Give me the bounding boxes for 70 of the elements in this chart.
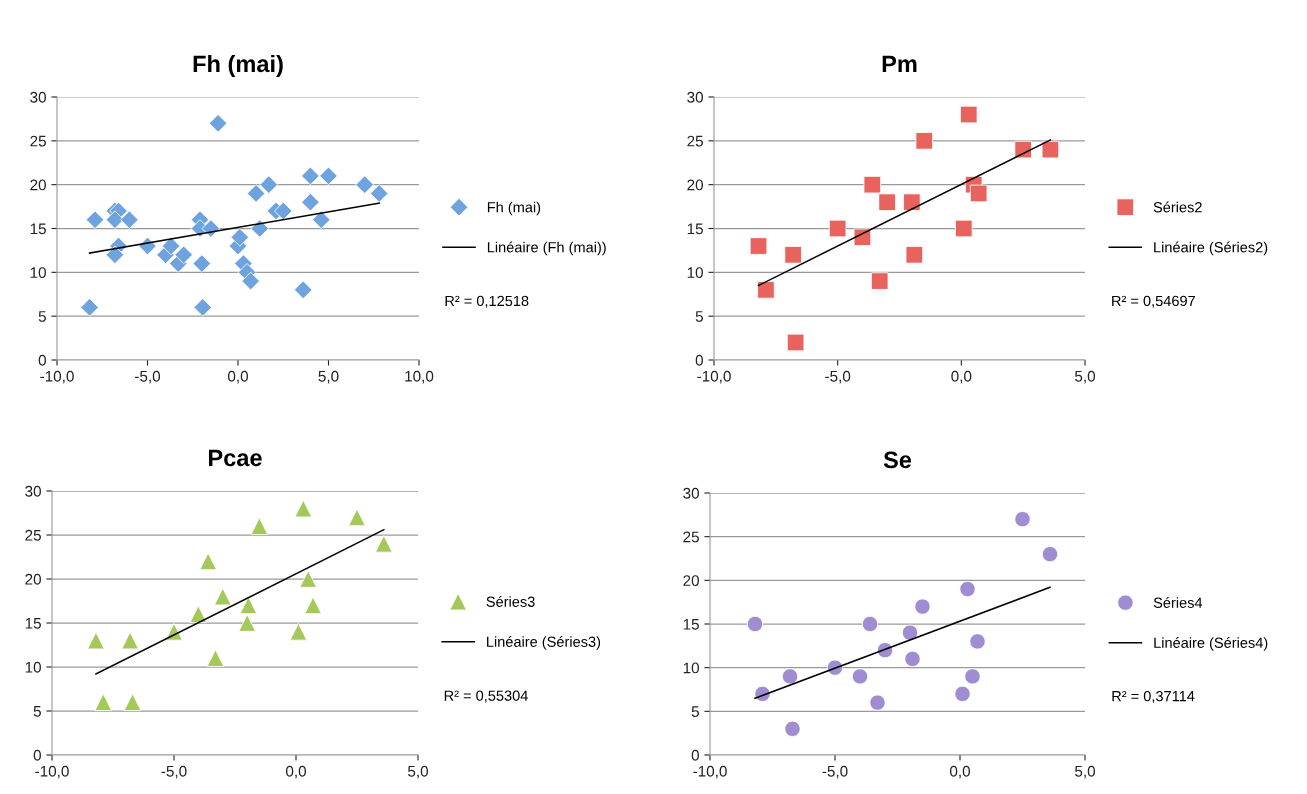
- x-tick-label: -5,0: [161, 765, 187, 779]
- chart-title: Fh (mai): [193, 54, 283, 77]
- y-tick-label: 25: [30, 135, 46, 147]
- text: R² = 0,55304: [444, 690, 528, 703]
- text: R² = 0,12518: [445, 295, 529, 308]
- y-tick-label: 20: [30, 179, 46, 191]
- text: R² = 0,37114: [1112, 690, 1195, 703]
- text: R² = 0,54697: [1112, 295, 1195, 308]
- y-tick-label: 25: [683, 531, 699, 543]
- x-tick-label: -10,0: [697, 370, 731, 384]
- x-tick-label: 5,0: [1074, 765, 1096, 779]
- y-tick-label: 25: [25, 529, 41, 541]
- y-tick-label: 0: [691, 749, 699, 761]
- y-tick-label: 30: [30, 91, 46, 103]
- point: [914, 598, 931, 615]
- x-tick-label: 0,0: [227, 370, 249, 384]
- chart-title: Pcae: [209, 449, 262, 467]
- x-tick-label: -5,0: [825, 370, 851, 384]
- y-tick-label: 20: [687, 179, 703, 191]
- x-tick-label: 5,0: [318, 370, 339, 384]
- y-tick-label: 25: [687, 135, 703, 147]
- y-tick-label: 15: [687, 223, 703, 235]
- point: [786, 333, 805, 352]
- point: [863, 175, 882, 194]
- x-tick-label: 5,0: [407, 765, 429, 779]
- x-tick-label: 0,0: [949, 765, 971, 779]
- legend-label: Fh (mai): [487, 201, 541, 216]
- y-tick-label: 10: [25, 661, 41, 673]
- point: [301, 166, 320, 186]
- x-tick-label: -10,0: [693, 765, 727, 779]
- legend-label: Linéaire (Séries3): [487, 636, 601, 650]
- y-tick-label: 10: [683, 662, 699, 674]
- legend-label: Séries3: [486, 596, 535, 607]
- legend-label: Séries2: [1153, 201, 1202, 213]
- x-tick-label: 0,0: [951, 370, 972, 384]
- y-tick-label: 15: [683, 619, 699, 630]
- point: [192, 254, 212, 273]
- y-tick-label: 5: [691, 706, 699, 718]
- legend-label: Linéaire (Séries4): [1154, 637, 1268, 651]
- point: [905, 246, 924, 264]
- chart-title: Se: [883, 451, 912, 469]
- x-tick-label: 10,0: [405, 370, 434, 384]
- x-tick-label: -10,0: [35, 765, 69, 779]
- y-tick-label: 20: [25, 573, 41, 585]
- y-tick-label: 20: [683, 575, 699, 587]
- point: [250, 517, 269, 535]
- legend-label: Linéaire (Fh (mai)): [487, 241, 606, 256]
- y-tick-label: 30: [25, 485, 41, 497]
- legend-label: Séries4: [1153, 597, 1203, 608]
- y-tick-label: 30: [687, 91, 703, 103]
- chart-title: Pm: [882, 55, 917, 72]
- y-tick-label: 0: [33, 749, 41, 761]
- y-tick-label: 5: [33, 706, 41, 717]
- y-tick-label: 15: [25, 618, 41, 629]
- x-tick-label: -5,0: [135, 370, 161, 384]
- y-tick-label: 15: [30, 223, 46, 235]
- point: [955, 219, 973, 238]
- y-tick-label: 0: [695, 354, 703, 366]
- x-tick-label: -5,0: [822, 765, 848, 779]
- y-tick-label: 30: [683, 487, 699, 499]
- y-tick-label: 10: [687, 267, 703, 279]
- point: [246, 184, 266, 203]
- x-tick-label: 5,0: [1074, 370, 1096, 384]
- y-tick-label: 10: [30, 267, 46, 279]
- legend-label: Linéaire (Séries2): [1154, 241, 1268, 256]
- y-tick-label: 0: [38, 354, 46, 366]
- x-tick-label: 0,0: [285, 765, 307, 779]
- y-tick-label: 5: [38, 311, 46, 322]
- x-tick-label: -10,0: [40, 370, 74, 384]
- y-tick-label: 5: [695, 311, 703, 322]
